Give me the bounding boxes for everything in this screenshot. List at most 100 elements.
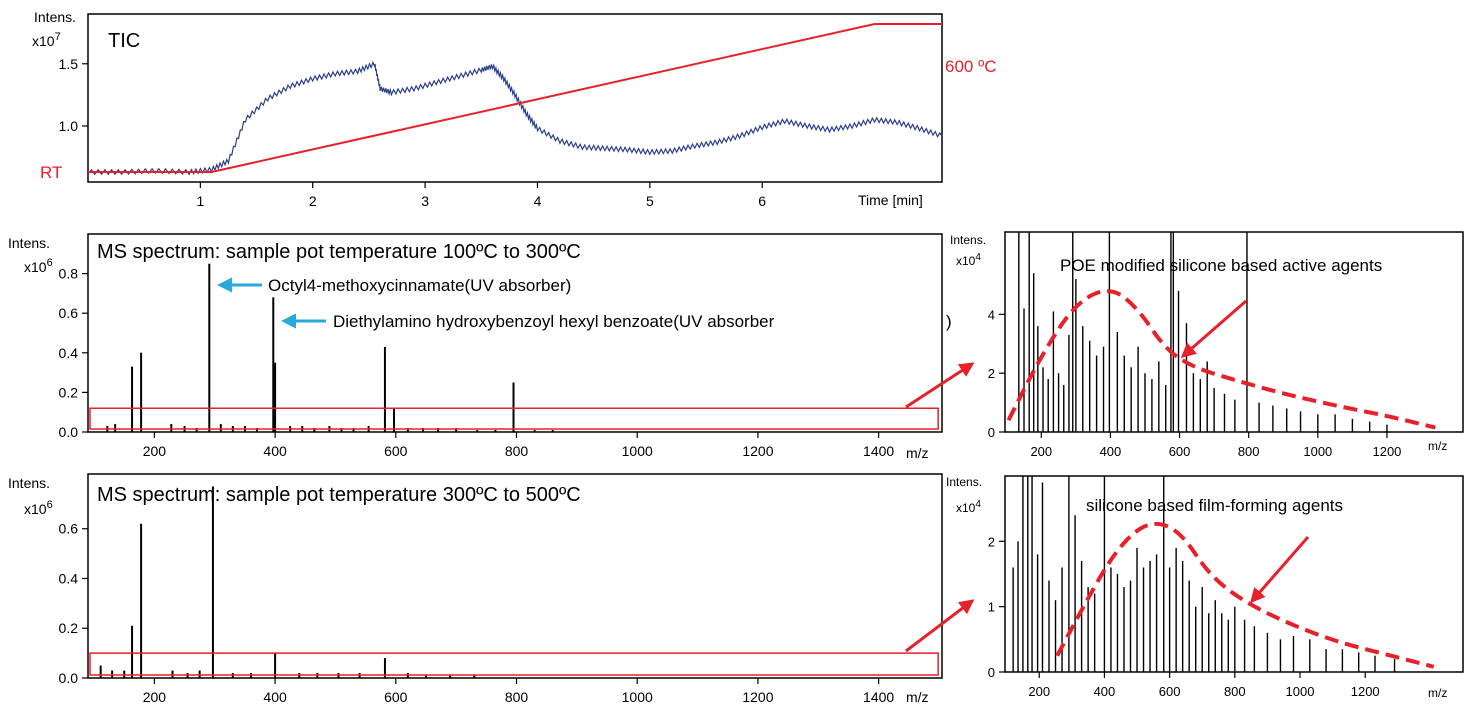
tic-series-group: [87, 23, 943, 176]
tic-line: [87, 60, 943, 176]
ms1-ylabel-line1: Intens.: [8, 235, 50, 251]
ms2-zoom-arrow: [905, 599, 975, 653]
zoom1-envelope-group: [1006, 289, 1436, 430]
tic-xtick-label: 3: [421, 193, 429, 209]
highlight-box: [89, 652, 939, 676]
ms2-xtick-label: 1400: [863, 689, 894, 704]
ms2-y-axis: 0.0 0.2 0.4 0.6: [59, 521, 88, 686]
zoom2-xunit: m/z: [1428, 686, 1447, 700]
tic-rt-label: RT: [40, 163, 62, 182]
tic-xtick-label: 1: [196, 193, 204, 209]
ms2-xtick-label: 200: [143, 689, 167, 704]
ms1-xtick-label: 1400: [863, 443, 894, 459]
z1-ytick-label: 0: [988, 425, 995, 440]
ms1-y-axis: 0.0 0.2 0.4 0.6 0.8: [59, 266, 88, 440]
ms2-x-axis: 200 400 600 800 1000 1200 1400: [143, 678, 894, 704]
tic-xtick-label: 4: [534, 193, 542, 209]
ms1-ylabel-line2: x106: [24, 257, 53, 275]
zoom1-xunit: m/z: [1428, 439, 1447, 453]
tic-ytick-label: 1.5: [59, 56, 79, 72]
ms2-ytick-label: 0.4: [59, 570, 79, 586]
ms2-panel: Intens. x106 MS spectrum: sample pot tem…: [8, 473, 975, 704]
z1-ytick-label: 4: [988, 307, 995, 322]
ms1-xtick-label: 800: [505, 443, 529, 459]
z2-xtick-label: 1000: [1286, 684, 1315, 699]
ms1-ytick-label: 0.6: [59, 305, 79, 321]
ms2-frame: [87, 473, 943, 679]
z2-xtick-label: 1200: [1351, 684, 1380, 699]
tic-frame: [87, 13, 943, 183]
ms2-highlight-group: [89, 652, 939, 676]
ms2-xtick-label: 600: [384, 689, 408, 704]
ms1-annotation-1: Octyl4-methoxycinnamate(UV absorber): [268, 276, 571, 295]
z1-xtick-label: 1000: [1303, 444, 1332, 459]
z1-xtick-label: 200: [1030, 444, 1052, 459]
ms1-zoom-arrow: [905, 362, 975, 409]
ms1-ytick-label: 0.4: [59, 345, 79, 361]
ms1-x-axis: 200 400 600 800 1000 1200 1400: [143, 432, 894, 459]
ms1-xtick-label: 1000: [622, 443, 653, 459]
tic-ylabel-line2: x107: [32, 31, 61, 49]
zoom1-y-axis: 0 2 4: [988, 307, 1005, 440]
z2-ytick-label: 2: [988, 534, 995, 549]
tic-ytick-label: 1.0: [59, 118, 79, 134]
tic-panel: Intens. x107 TIC RT 600 ºC Time [min] 1.…: [32, 9, 997, 209]
ms1-xtick-label: 1200: [742, 443, 773, 459]
zoom1-frame: [1004, 231, 1464, 433]
zoom2-ylabel-line2: x104: [956, 499, 981, 515]
tic-y-axis: 1.0 1.5: [59, 56, 88, 134]
zoom1-peaks-group: [1018, 232, 1388, 432]
temperature-line: [88, 23, 942, 173]
z2-ytick-label: 1: [988, 600, 995, 615]
ms1-panel: Intens. x106 MS spectrum: sample pot tem…: [8, 233, 975, 461]
ms1-title: MS spectrum: sample pot temperature 100º…: [97, 241, 581, 263]
ms2-ylabel-line1: Intens.: [8, 475, 50, 491]
ms1-annotation-2-close: ): [946, 312, 952, 331]
zoom2-annotation: silicone based film-forming agents: [1086, 496, 1343, 515]
tic-x-axis: 1 2 3 4 5 6: [196, 182, 766, 209]
z2-xtick-label: 200: [1028, 684, 1050, 699]
z1-xtick-label: 400: [1100, 444, 1122, 459]
ms2-ytick-label: 0.2: [59, 620, 79, 636]
ms2-xtick-label: 1200: [742, 689, 773, 704]
ms2-ytick-label: 0.0: [59, 670, 79, 686]
ms1-xtick-label: 400: [263, 443, 287, 459]
zoom2-frame: [1004, 475, 1464, 673]
distribution-envelope: [1055, 521, 1435, 669]
zoom2-envelope-group: [1055, 521, 1435, 669]
highlight-box: [89, 407, 939, 430]
z2-xtick-label: 800: [1224, 684, 1246, 699]
zoom2-annotation-arrow: [1250, 536, 1310, 604]
ms1-xunit: m/z: [906, 445, 929, 461]
z2-xtick-label: 600: [1159, 684, 1181, 699]
z1-xtick-label: 800: [1238, 444, 1260, 459]
z1-ytick-label: 2: [988, 366, 995, 381]
zoom1-ylabel-line2: x104: [956, 252, 981, 268]
ms1-frame: [87, 233, 943, 433]
tic-xtick-label: 6: [758, 193, 766, 209]
distribution-envelope: [1006, 289, 1436, 430]
tic-xtick-label: 5: [646, 193, 654, 209]
ms1-highlight-group: [89, 407, 939, 430]
ms1-ytick-label: 0.8: [59, 266, 79, 282]
ms1-annotation-2: Diethylamino hydroxybenzoyl hexyl benzoa…: [333, 312, 775, 331]
zoom1-ylabel-line1: Intens.: [950, 233, 986, 247]
tic-xtick-label: 2: [309, 193, 317, 209]
ms1-ytick-label: 0.0: [59, 424, 79, 440]
zoom1-annotation-arrow: [1180, 299, 1247, 358]
tic-temp-end-label: 600 ºC: [945, 57, 997, 76]
z2-xtick-label: 400: [1094, 684, 1116, 699]
tic-ylabel-line1: Intens.: [34, 9, 76, 25]
ms2-xtick-label: 800: [505, 689, 529, 704]
ms2-xtick-label: 1000: [622, 689, 653, 704]
ms1-xtick-label: 600: [384, 443, 408, 459]
ms2-title: MS spectrum: sample pot temperature 300º…: [97, 484, 581, 506]
ms2-xunit: m/z: [906, 689, 929, 704]
ms2-peaks-group: [99, 486, 476, 678]
ms2-ylabel-line2: x106: [24, 499, 53, 517]
ms2-ytick-label: 0.6: [59, 521, 79, 537]
zoom1-annotation: POE modified silicone based active agent…: [1060, 256, 1382, 275]
zoom2-panel: Intens. x104 m/z 0 1 2 200 400 600 800 1000 120…: [946, 475, 1464, 700]
ms1-ytick-label: 0.2: [59, 384, 79, 400]
